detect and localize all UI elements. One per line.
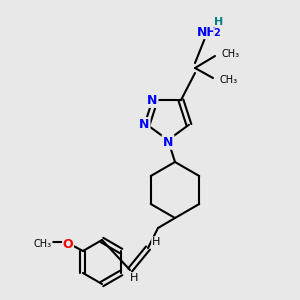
Text: N: N	[147, 94, 157, 107]
Text: 2: 2	[214, 28, 220, 38]
Text: CH₃: CH₃	[219, 75, 237, 85]
Text: CH₃: CH₃	[221, 49, 239, 59]
Text: H: H	[214, 17, 224, 27]
Text: CH₃: CH₃	[34, 239, 52, 249]
Text: N: N	[163, 136, 173, 148]
Text: O: O	[63, 238, 73, 250]
Text: H: H	[152, 237, 160, 247]
Text: NH: NH	[196, 26, 218, 38]
Text: N: N	[139, 118, 149, 131]
Text: H: H	[130, 273, 138, 283]
